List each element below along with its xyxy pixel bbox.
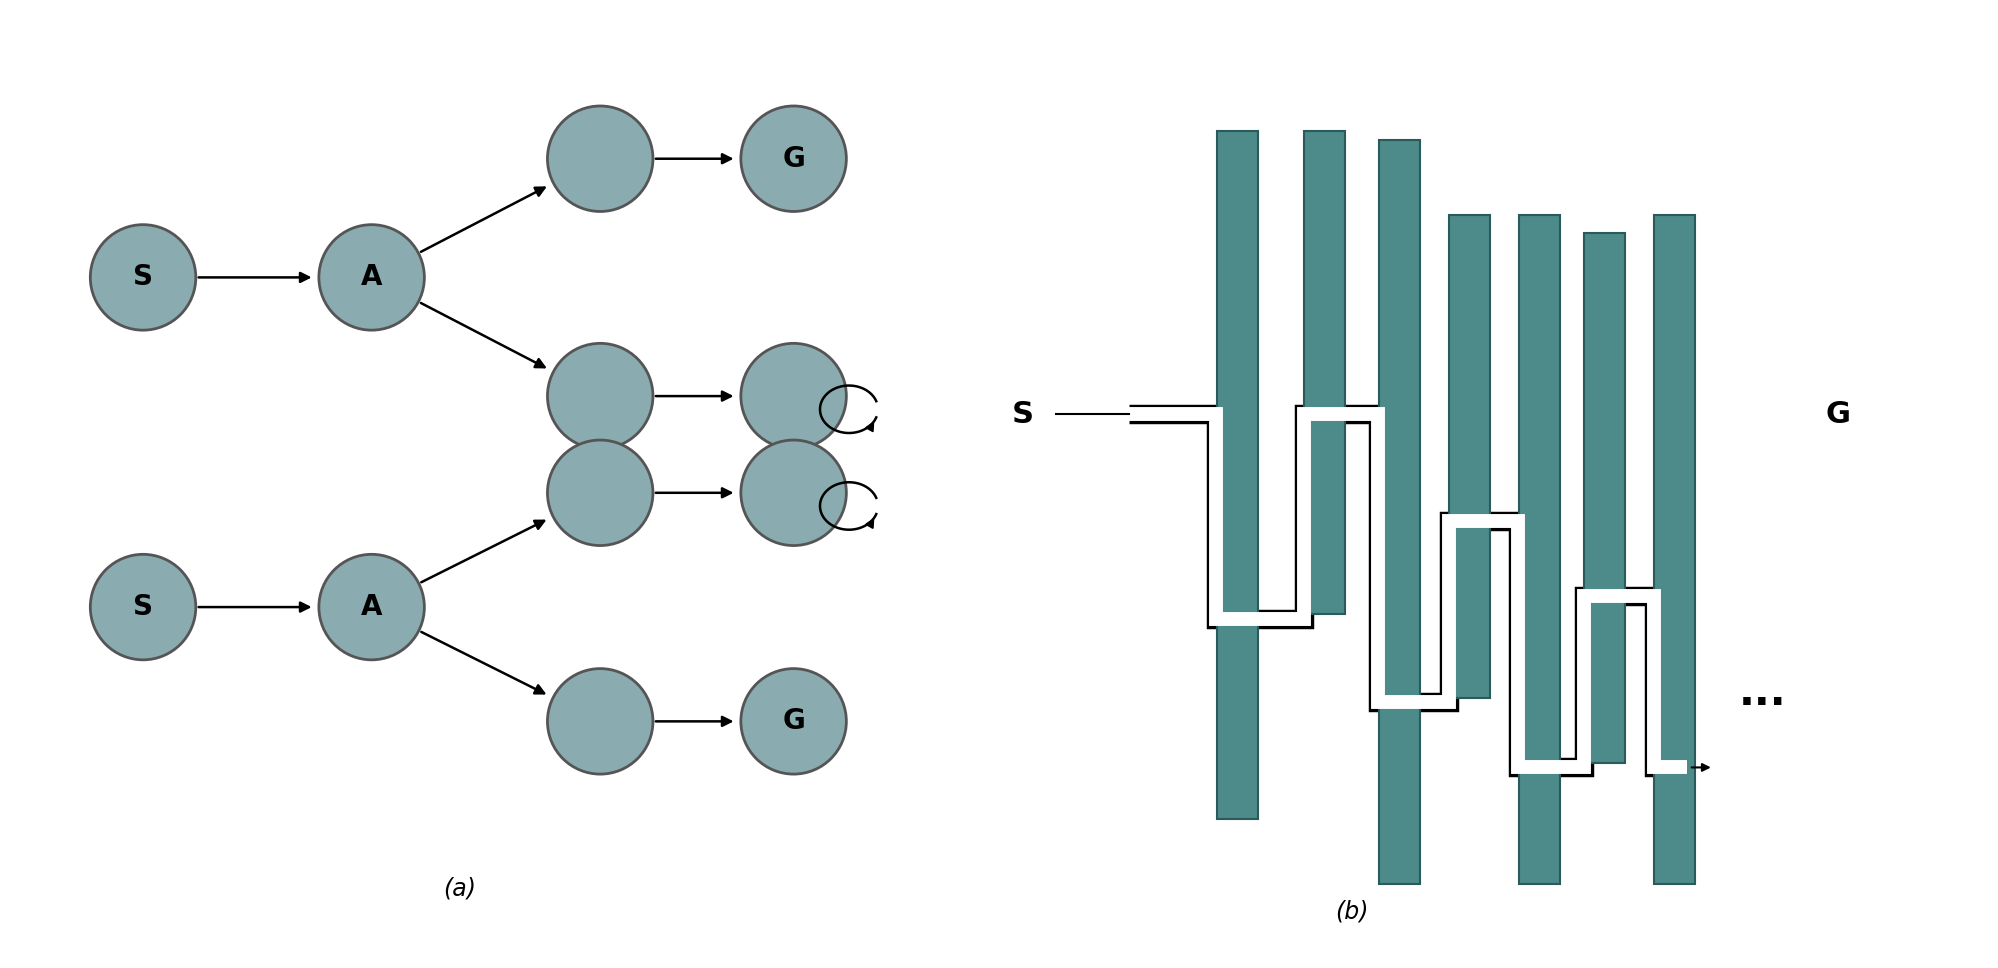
Text: ...: ...: [1738, 672, 1786, 714]
Text: G: G: [1826, 400, 1850, 429]
Circle shape: [741, 669, 847, 774]
Circle shape: [741, 344, 847, 449]
Text: S: S: [134, 263, 154, 291]
Bar: [1449, 215, 1491, 698]
Circle shape: [547, 106, 653, 211]
Text: S: S: [134, 593, 154, 621]
Circle shape: [320, 555, 424, 660]
Text: (b): (b): [1335, 899, 1369, 923]
Circle shape: [741, 440, 847, 546]
Bar: [1379, 140, 1421, 884]
Bar: [1305, 131, 1345, 614]
Bar: [1584, 233, 1624, 763]
Circle shape: [741, 106, 847, 211]
Bar: [1654, 215, 1696, 884]
Text: A: A: [362, 593, 382, 621]
Text: G: G: [783, 145, 805, 172]
Circle shape: [547, 669, 653, 774]
Bar: [1217, 131, 1259, 819]
Text: S: S: [1013, 400, 1035, 429]
Circle shape: [320, 225, 424, 330]
Circle shape: [547, 440, 653, 546]
Text: G: G: [783, 708, 805, 736]
Text: A: A: [362, 263, 382, 291]
Circle shape: [90, 555, 196, 660]
Bar: [1520, 215, 1560, 884]
Circle shape: [90, 225, 196, 330]
Circle shape: [547, 344, 653, 449]
Text: (a): (a): [444, 876, 476, 900]
